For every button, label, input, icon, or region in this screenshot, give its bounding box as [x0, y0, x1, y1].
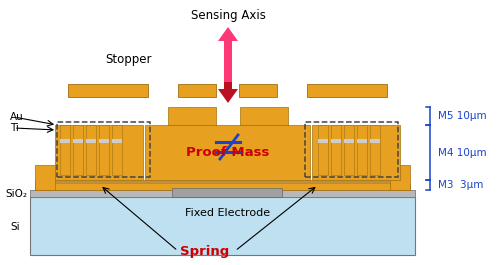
Text: Au: Au — [10, 112, 24, 122]
FancyArrow shape — [218, 27, 238, 82]
Bar — [99, 125, 109, 175]
Text: Stopper: Stopper — [105, 54, 151, 67]
Bar — [35, 180, 410, 183]
Bar — [145, 125, 310, 180]
Bar — [112, 139, 122, 143]
Bar — [331, 139, 341, 143]
Bar — [305, 122, 398, 177]
Bar — [318, 125, 328, 175]
Bar — [73, 139, 83, 143]
Text: Fixed Electrode: Fixed Electrode — [186, 208, 270, 218]
Bar — [307, 84, 387, 97]
Bar — [370, 125, 380, 175]
Bar — [55, 125, 143, 180]
Text: M4 10μm: M4 10μm — [438, 148, 486, 157]
Bar — [168, 107, 216, 125]
Bar — [357, 139, 367, 143]
Bar — [331, 125, 341, 175]
Bar — [239, 84, 277, 97]
Text: Spring: Spring — [180, 245, 230, 258]
Bar — [73, 125, 83, 175]
Bar — [178, 84, 216, 97]
Bar — [35, 165, 55, 190]
FancyArrow shape — [218, 82, 238, 103]
Bar — [35, 183, 410, 190]
Bar — [30, 197, 415, 255]
Bar — [86, 139, 96, 143]
Text: SiO₂: SiO₂ — [5, 189, 27, 199]
Bar — [112, 125, 122, 175]
Bar — [57, 122, 150, 177]
Bar — [99, 139, 109, 143]
Bar — [318, 139, 328, 143]
Bar — [30, 190, 415, 197]
Bar — [357, 125, 367, 175]
Bar — [86, 125, 96, 175]
Text: Ti: Ti — [10, 123, 19, 133]
Bar — [312, 125, 400, 180]
Bar — [370, 139, 380, 143]
Text: M5 10μm: M5 10μm — [438, 111, 486, 121]
Text: M3  3μm: M3 3μm — [438, 180, 484, 190]
Bar — [60, 125, 70, 175]
Text: Si: Si — [10, 222, 20, 232]
Bar — [60, 139, 70, 143]
Text: Sensing Axis: Sensing Axis — [190, 8, 266, 21]
Bar — [344, 139, 354, 143]
Bar — [344, 125, 354, 175]
Bar — [390, 165, 410, 190]
Bar — [68, 84, 148, 97]
Bar — [240, 107, 288, 125]
Text: Proof Mass: Proof Mass — [186, 145, 270, 158]
Bar — [172, 188, 282, 197]
